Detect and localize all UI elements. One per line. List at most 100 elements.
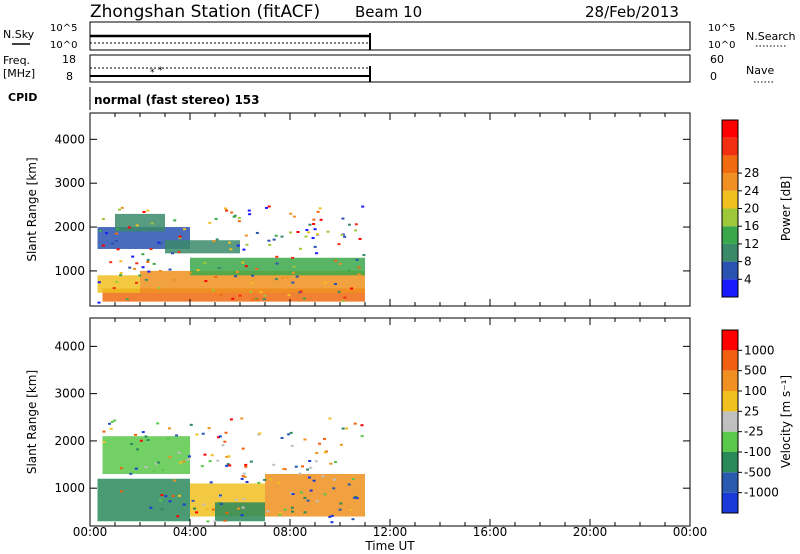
colorbar-label: Power [dB] xyxy=(779,176,793,241)
scatter-cell xyxy=(178,235,182,238)
scatter-cell xyxy=(266,510,270,513)
colorbar-segment xyxy=(722,208,738,227)
velocity-panel: 1000 2000 3000 4000 Slant Range [km] 1000 500 1… xyxy=(25,317,793,527)
scatter-cell xyxy=(294,465,298,468)
scatter-cell xyxy=(332,478,336,481)
scatter-cell xyxy=(101,244,105,247)
scatter-cell xyxy=(289,492,293,495)
scatter-cell xyxy=(267,205,271,208)
scatter-cell xyxy=(318,207,322,210)
scatter-cell xyxy=(247,209,251,212)
scatter-cell xyxy=(208,221,212,224)
x-tick-label: 00:00 xyxy=(73,525,108,539)
y-tick-label: 1000 xyxy=(54,481,85,495)
scatter-cell xyxy=(343,296,347,299)
scatter-cell xyxy=(353,422,357,425)
scatter-cell xyxy=(212,240,216,243)
scatter-cell xyxy=(263,478,267,481)
scatter-cell xyxy=(362,254,366,257)
scatter-cell xyxy=(119,272,123,275)
scatter-cell xyxy=(141,431,145,434)
scatter-cell xyxy=(341,300,345,303)
scatter-cell xyxy=(255,231,259,234)
scatter-cell xyxy=(134,467,138,470)
scatter-cell xyxy=(130,442,134,445)
nsky-label: N.Sky xyxy=(3,28,35,41)
scatter-cell xyxy=(361,205,365,208)
nsearch-tick-top: 10^5 xyxy=(708,23,735,34)
scatter-cell xyxy=(275,262,279,265)
scatter-cell xyxy=(135,448,139,451)
scatter-cell xyxy=(330,521,334,524)
scatter-cell xyxy=(244,463,248,466)
scatter-cell xyxy=(357,266,361,269)
scatter-cell xyxy=(313,228,317,231)
scatter-cell xyxy=(241,261,245,264)
scatter-cell xyxy=(228,464,232,467)
scatter-cell xyxy=(289,431,293,434)
scatter-cell xyxy=(116,228,120,231)
scatter-cell xyxy=(109,427,113,430)
scatter-cell xyxy=(299,247,302,250)
scatter-cell xyxy=(149,506,153,509)
scatter-cell xyxy=(351,518,355,521)
scatter-cell xyxy=(290,506,294,509)
scatter-cell xyxy=(193,507,197,510)
scatter-cell xyxy=(214,217,218,220)
scatter-cell xyxy=(134,433,138,436)
scatter-cell xyxy=(146,209,150,212)
scatter-cell xyxy=(248,213,252,216)
scatter-cell xyxy=(302,297,306,300)
scatter-cell xyxy=(146,258,150,261)
scatter-cell xyxy=(314,460,318,463)
scatter-cell xyxy=(256,298,260,301)
scatter-cell xyxy=(142,210,146,213)
scatter-cell xyxy=(341,217,345,220)
scatter-cell xyxy=(274,234,278,237)
scatter-cell xyxy=(309,489,313,492)
nsky-tick-bottom: 10^0 xyxy=(50,40,77,51)
scatter-cell xyxy=(328,515,332,518)
scatter-cell xyxy=(268,478,272,481)
scatter-cell xyxy=(315,500,319,503)
colorbar-tick-label: -25 xyxy=(744,425,764,439)
scatter-cell xyxy=(307,231,311,234)
scatter-cell xyxy=(311,237,315,240)
scatter-cell xyxy=(300,491,304,494)
scatter-cell xyxy=(135,224,139,227)
scatter-cell xyxy=(312,223,316,226)
scatter-cell xyxy=(291,271,295,274)
time-axis: 00:00 04:00 08:00 12:00 16:00 20:00 00:00 xyxy=(73,525,708,539)
scatter-cell xyxy=(218,494,222,497)
colorbar-segment xyxy=(722,391,738,412)
scatter-cell xyxy=(233,214,237,217)
scatter-cell xyxy=(129,472,133,475)
station-title: Zhongshan Station (fitACF) xyxy=(90,2,320,22)
scatter-cell xyxy=(351,478,355,481)
scatter-cell xyxy=(299,290,303,293)
scatter-block xyxy=(102,436,190,474)
nave-label: Nave xyxy=(746,64,774,77)
scatter-cell xyxy=(343,235,347,238)
scatter-cell xyxy=(242,498,246,501)
scatter-cell xyxy=(258,432,262,435)
scatter-cell xyxy=(160,508,164,511)
scatter-cell xyxy=(203,453,207,456)
scatter-cell xyxy=(218,435,222,438)
scatter-cell xyxy=(144,435,148,438)
scatter-cell xyxy=(355,497,359,500)
freq-tick-bottom: 8 xyxy=(66,70,73,83)
scatter-cell xyxy=(147,270,151,273)
scatter-cell xyxy=(234,498,238,501)
scatter-cell xyxy=(277,481,281,484)
scatter-cell xyxy=(278,513,282,516)
scatter-cell xyxy=(245,481,249,484)
scatter-cell xyxy=(195,511,199,514)
scatter-cell xyxy=(177,494,181,497)
scatter-cell xyxy=(232,215,236,218)
scatter-cell xyxy=(259,291,263,294)
scatter-cell xyxy=(287,433,291,436)
scatter-cell xyxy=(308,460,312,463)
x-tick-label: 00:00 xyxy=(673,525,708,539)
scatter-cell xyxy=(229,248,233,251)
